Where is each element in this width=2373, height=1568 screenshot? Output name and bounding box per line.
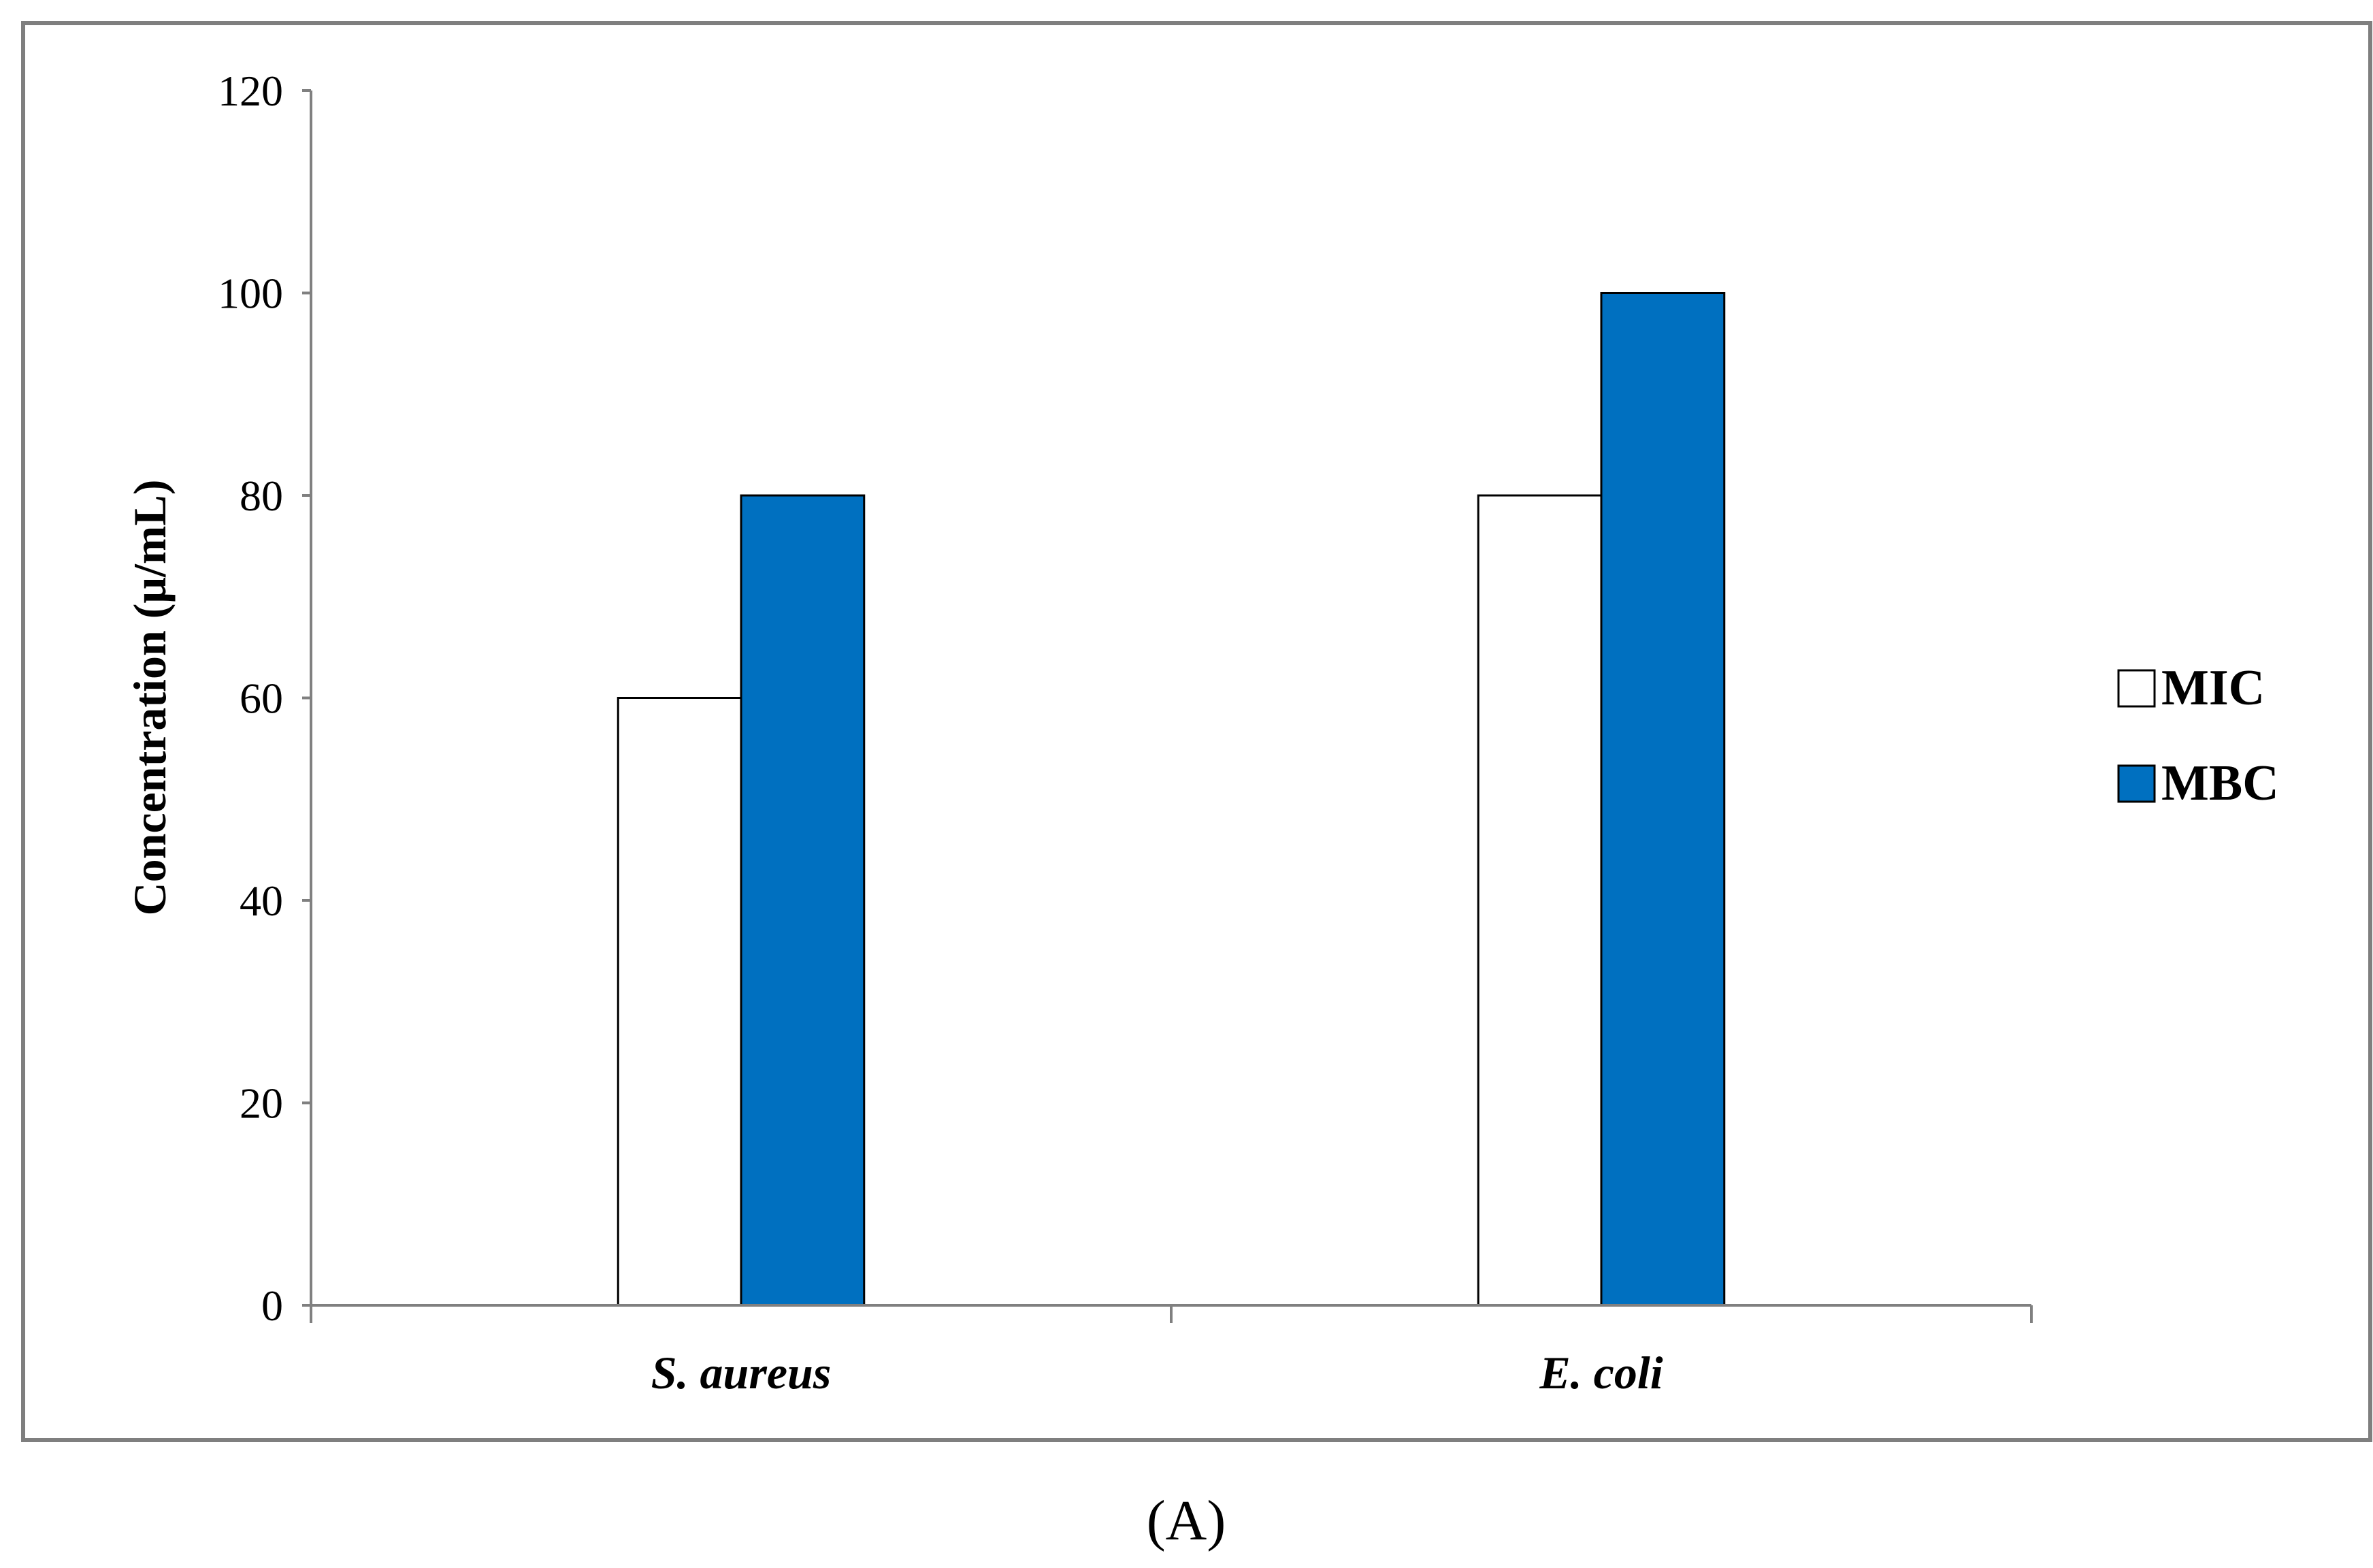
y-tick-label: 60 [240,674,283,723]
y-tick-label: 100 [218,270,283,318]
category-label: S. aureus [651,1347,832,1399]
category-label: E. coli [1539,1347,1663,1399]
category-labels: S. aureus E. coli [651,1347,1663,1399]
bar-mic [617,697,742,1307]
x-axis-ticks [310,1305,2033,1323]
legend-swatch-mbc [2117,764,2156,803]
bars [617,292,1726,1307]
bar-mbc [740,494,866,1307]
legend: MIC MBC [2117,660,2279,811]
legend-label-mbc: MBC [2161,755,2279,811]
y-tick-label: 40 [240,877,283,925]
y-tick-label: 80 [240,472,283,520]
legend-swatch-mic [2117,669,2156,708]
y-tick-label: 120 [218,67,283,115]
bar-mbc [1600,292,1726,1307]
legend-label-mic: MIC [2161,660,2265,716]
y-tick-label: 0 [261,1281,283,1330]
y-axis-ticks: 0 20 40 60 80 100 120 [218,67,311,1330]
panel-label: (A) [1147,1489,1226,1552]
y-tick-label: 20 [240,1079,283,1128]
y-axis-title: Concentration (μ/mL) [124,479,176,915]
chart-frame [21,21,2372,1442]
bar-mic [1477,494,1603,1307]
